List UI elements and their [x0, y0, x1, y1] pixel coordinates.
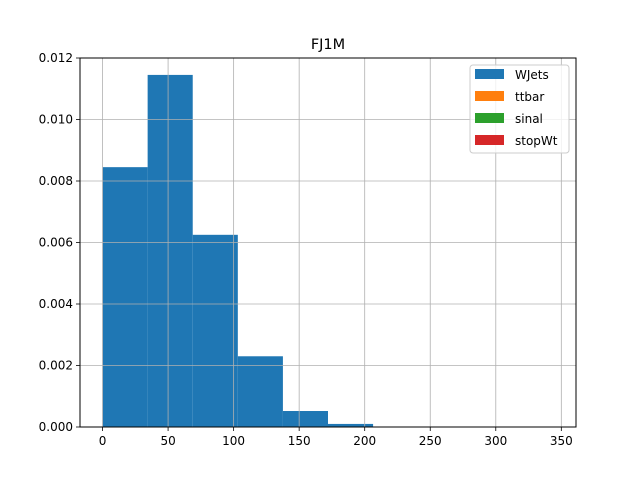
grid [80, 57, 576, 428]
histogram-bar [102, 167, 148, 427]
y-tick-label: 0.008 [39, 174, 73, 188]
x-tick-label: 200 [353, 434, 376, 448]
histogram-bars [102, 74, 374, 427]
chart-title: FJ1M [311, 37, 345, 53]
x-tick-label: 150 [288, 434, 311, 448]
legend-box [469, 64, 570, 154]
histogram-bar [237, 356, 283, 427]
x-tick-label: 350 [550, 434, 573, 448]
x-tick-label: 0 [99, 434, 107, 448]
y-tick-label: 0.002 [39, 359, 73, 373]
legend-swatch [475, 69, 504, 79]
legend-swatch [475, 91, 504, 101]
x-tick-label: 250 [419, 434, 442, 448]
x-tick-label: 50 [160, 434, 175, 448]
y-tick-label: 0.006 [39, 236, 73, 250]
y-axis: 0.000 0.002 0.004 0.006 0.008 0.010 0.012 [39, 51, 80, 434]
legend-label: WJets [515, 68, 549, 82]
legend: WJets ttbar sinal stopWt [469, 64, 570, 154]
y-tick-label: 0.012 [39, 51, 73, 65]
legend-swatch [475, 113, 504, 123]
legend-swatch [475, 135, 504, 145]
histogram-bar [192, 234, 238, 427]
histogram-bar [147, 74, 193, 427]
y-tick-label: 0.010 [39, 113, 73, 127]
x-tick-label: 300 [484, 434, 507, 448]
y-tick-label: 0.000 [39, 420, 73, 434]
x-axis: 0 50 100 150 200 250 300 350 [99, 427, 573, 448]
histogram-bar [282, 411, 328, 427]
legend-label: ttbar [515, 90, 544, 104]
x-tick-label: 100 [222, 434, 245, 448]
y-tick-label: 0.004 [39, 297, 73, 311]
histogram-bar [328, 423, 374, 427]
legend-label: stopWt [515, 134, 558, 148]
legend-label: sinal [515, 112, 543, 126]
